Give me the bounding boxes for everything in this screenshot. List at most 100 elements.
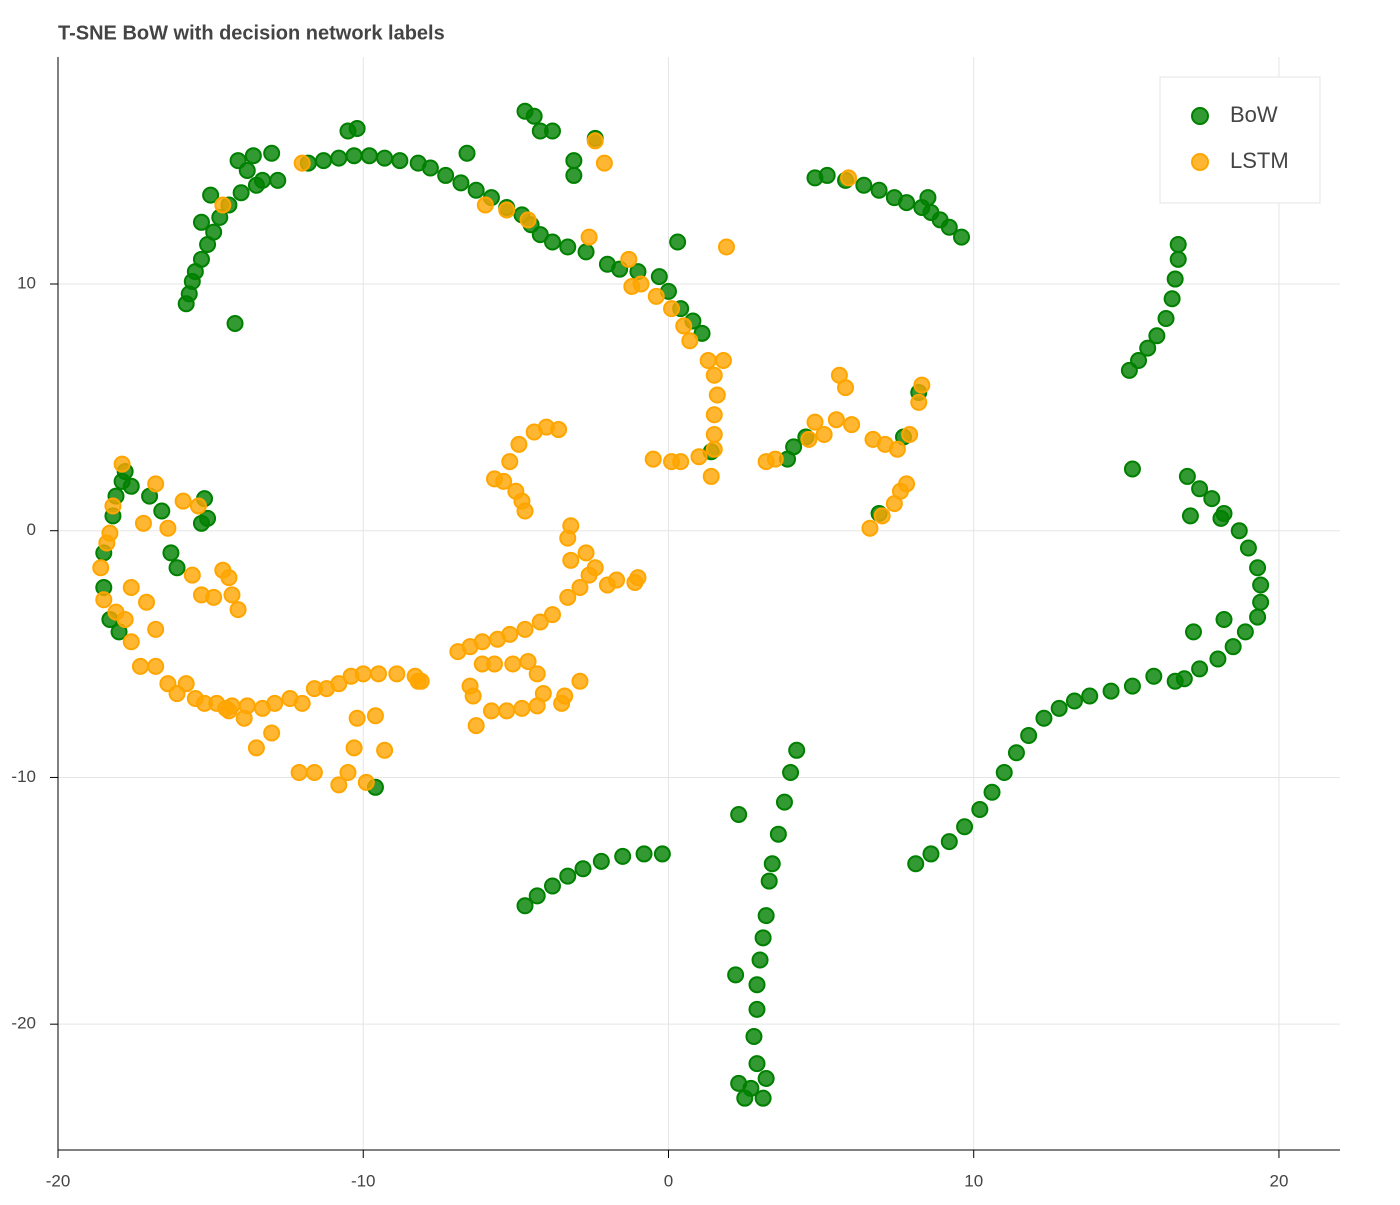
point <box>1212 509 1230 527</box>
point <box>623 277 641 295</box>
point <box>183 566 201 584</box>
point <box>766 450 784 468</box>
point <box>806 413 824 431</box>
point <box>525 107 543 125</box>
point <box>1139 339 1157 357</box>
point <box>360 147 378 165</box>
legend-label: LSTM <box>1230 148 1289 173</box>
point <box>699 351 717 369</box>
point <box>971 801 989 819</box>
point <box>1252 576 1270 594</box>
point <box>1203 490 1221 508</box>
point <box>1224 638 1242 656</box>
point <box>910 393 928 411</box>
point <box>370 665 387 683</box>
point <box>608 571 626 589</box>
point <box>254 171 272 189</box>
point <box>1191 480 1209 498</box>
x-tick-label: 10 <box>964 1171 983 1190</box>
point <box>757 907 775 925</box>
point <box>528 887 546 905</box>
point <box>736 1089 754 1107</box>
point <box>1236 623 1254 641</box>
point <box>940 218 958 236</box>
point <box>861 519 879 537</box>
point <box>1020 726 1038 744</box>
point <box>131 657 149 675</box>
point <box>205 223 223 241</box>
point <box>769 825 787 843</box>
point <box>452 174 470 192</box>
point <box>571 578 589 596</box>
point <box>1145 667 1163 685</box>
point <box>510 435 528 453</box>
point <box>513 699 531 717</box>
point <box>1230 522 1248 540</box>
point <box>519 652 537 670</box>
point <box>907 855 925 873</box>
point <box>113 455 131 473</box>
point <box>1215 611 1233 629</box>
point <box>1163 290 1181 308</box>
point <box>760 872 778 890</box>
point <box>1065 692 1083 710</box>
point <box>669 233 687 251</box>
point <box>644 450 662 468</box>
point <box>376 741 394 759</box>
point <box>1050 699 1068 717</box>
point <box>485 655 503 673</box>
point <box>95 591 113 609</box>
x-tick-label: 0 <box>664 1171 673 1190</box>
point <box>1169 236 1187 254</box>
point <box>138 593 156 611</box>
point <box>595 154 613 172</box>
point <box>162 544 180 562</box>
point <box>263 724 281 742</box>
point <box>559 867 577 885</box>
point <box>293 154 311 172</box>
point <box>1181 507 1199 525</box>
point <box>901 425 919 443</box>
y-tick-label: -10 <box>11 767 36 786</box>
point <box>757 1069 775 1087</box>
point <box>562 551 580 569</box>
point <box>214 196 232 214</box>
point <box>516 620 534 638</box>
point <box>1209 650 1227 668</box>
point <box>788 741 806 759</box>
point <box>409 672 427 690</box>
point <box>983 783 1001 801</box>
point <box>223 586 241 604</box>
point <box>247 739 265 757</box>
point <box>458 144 476 162</box>
point <box>199 509 217 527</box>
point <box>775 793 793 811</box>
point <box>357 773 375 791</box>
point <box>147 657 165 675</box>
point <box>748 976 766 994</box>
point <box>556 687 574 705</box>
point <box>550 421 568 439</box>
point <box>1102 682 1120 700</box>
point <box>104 497 122 515</box>
point <box>693 324 711 342</box>
point <box>565 166 583 184</box>
legend-marker <box>1191 153 1209 171</box>
point <box>620 250 638 268</box>
point <box>629 569 647 587</box>
point <box>543 233 561 251</box>
point <box>366 707 384 725</box>
point <box>345 147 363 165</box>
point <box>192 213 210 231</box>
legend: BoW LSTM <box>1191 102 1289 173</box>
point <box>504 655 522 673</box>
point <box>913 376 931 394</box>
point <box>391 152 409 170</box>
point <box>467 181 485 199</box>
point <box>1007 744 1025 762</box>
point <box>348 709 366 727</box>
point <box>1239 539 1257 557</box>
point <box>580 228 598 246</box>
point <box>232 184 250 202</box>
